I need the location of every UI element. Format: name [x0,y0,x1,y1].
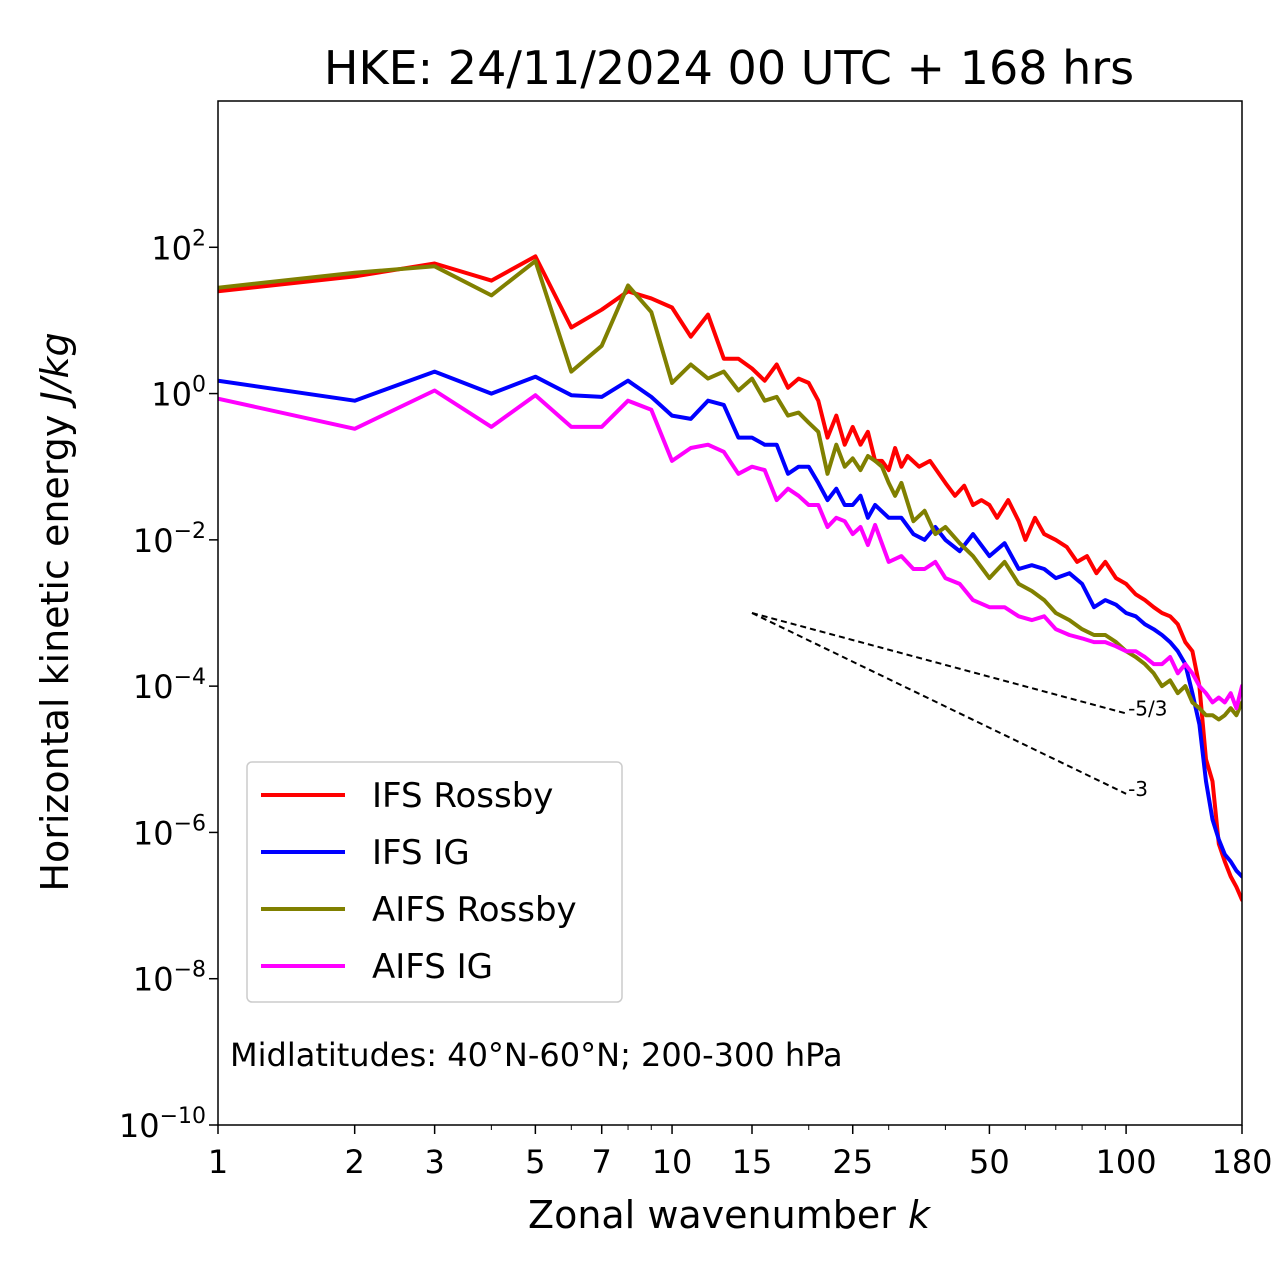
x-axis-ticks: 1 2 3 5 7 10 15 25 50 100 180 [208,1125,1273,1181]
x-tick-label: 5 [525,1143,545,1181]
x-tick-label: 3 [424,1143,444,1181]
series-layer [218,254,1242,902]
y-tick-label: 10−4 [133,665,206,706]
series-line-2 [218,259,1242,722]
y-tick-label: 10−10 [119,1104,206,1145]
legend: IFS Rossby IFS IG AIFS Rossby AIFS IG [246,761,623,1003]
reference-lines: -5/3 -3 [751,612,1168,801]
x-tick-label: 7 [592,1143,612,1181]
series-line-3 [218,388,1242,711]
y-tick-label: 100 [151,373,206,414]
x-tick-label: 10 [652,1143,693,1181]
x-tick-label: 15 [732,1143,773,1181]
slope-label-1: -3 [1128,777,1148,801]
legend-label-2: AIFS Rossby [372,890,577,930]
series-line-0 [218,254,1242,902]
series-line-1 [218,369,1242,879]
y-tick-label: 10−8 [133,958,206,999]
x-tick-label: 180 [1211,1143,1272,1181]
slope-line-1 [751,612,1127,795]
y-axis-label: Horizontal kinetic energy J/kg [33,332,77,891]
slope-line-0 [751,612,1127,715]
y-tick-label: 10−6 [133,811,206,852]
x-axis-label: Zonal wavenumber k [528,1193,932,1237]
plot-frame [217,100,1243,1126]
slope-label-0: -5/3 [1128,696,1167,720]
legend-label-1: IFS IG [372,833,470,873]
legend-label-0: IFS Rossby [372,776,553,816]
chart-title: HKE: 24/11/2024 00 UTC + 168 hrs [324,41,1134,95]
x-tick-label: 1 [208,1143,228,1181]
y-tick-label: 10−2 [133,519,206,560]
legend-box [246,761,623,1003]
y-tick-label: 102 [151,226,206,267]
x-tick-label: 100 [1096,1143,1157,1181]
x-tick-label: 50 [969,1143,1010,1181]
legend-label-3: AIFS IG [372,947,493,987]
region-annotation: Midlatitudes: 40°N-60°N; 200-300 hPa [230,1036,843,1074]
x-tick-label: 25 [832,1143,873,1181]
y-axis-ticks: 102 100 10−2 10−4 10−6 10−8 10−10 [119,226,218,1145]
x-tick-label: 2 [345,1143,365,1181]
